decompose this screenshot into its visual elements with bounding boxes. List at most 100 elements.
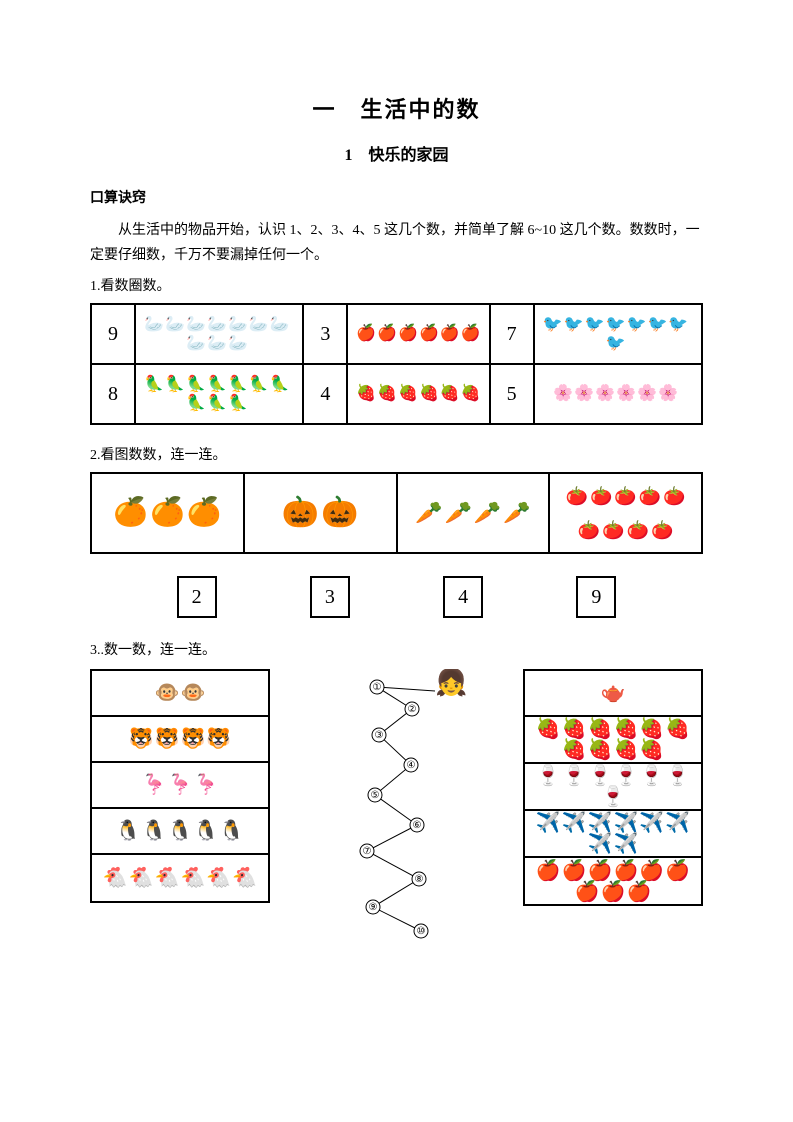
item-icon: 🐔 [232,868,257,888]
item-icon: 🐦 [668,316,688,334]
item-icon: 🦢 [165,316,185,334]
item-icon: 🍊 [113,488,148,538]
item-icon: 🍎 [419,325,439,343]
item-icon: 🦢 [186,316,206,334]
item-icon: 🍓 [614,719,639,739]
q1-label: 1.看数圈数。 [90,274,703,299]
q3-stack-row: ✈️✈️✈️✈️✈️✈️✈️✈️ [525,811,701,858]
q1-table: 9🦢🦢🦢🦢🦢🦢🦢🦢🦢🦢3🍎🍎🍎🍎🍎🍎7🐦🐦🐦🐦🐦🐦🐦🐦 8🦜🦜🦜🦜🦜🦜🦜🦜🦜🦜4… [90,303,703,425]
q2-item-cell: 🎃🎃 [245,474,398,552]
q1-number-cell: 9 [91,304,135,364]
item-icon: 🍓 [639,719,664,739]
item-icon: 🐵 [155,683,180,703]
item-icon: 🍅 [578,514,600,546]
item-icon: 🍷 [601,787,626,807]
item-icon: 🌸 [616,385,636,403]
item-icon: 🦢 [144,316,164,334]
item-icon: 🐧 [142,821,167,841]
item-icon: 🍅 [614,480,636,512]
item-icon: 🍅 [639,480,661,512]
item-icon: 🐯 [129,729,154,749]
item-icon: 🍅 [663,480,685,512]
q1-number-cell: 4 [303,364,347,424]
q1-icon-cell: 🍓🍓🍓🍓🍓🍓 [347,364,489,424]
q2-number-box: 4 [443,576,483,618]
path-number: ④ [406,760,415,771]
q2-label: 2.看图数数，连一连。 [90,443,703,468]
item-icon: 🍎 [626,882,651,902]
item-icon: 🐧 [219,821,244,841]
item-icon: 🐔 [129,868,154,888]
item-icon: 🦜 [165,376,185,394]
item-icon: 🎃 [282,486,319,540]
item-icon: ✈️ [665,813,690,833]
item-icon: ✈️ [614,834,639,854]
item-icon: 🍓 [614,740,639,760]
item-icon: 🍷 [536,766,561,786]
path-number: ② [407,704,416,715]
path-number: ⑥ [412,820,421,831]
item-icon: 🐦 [543,316,563,334]
q3-stack-row: 🍓🍓🍓🍓🍓🍓🍓🍓🍓🍓 [525,717,701,764]
item-icon: 🍓 [588,740,613,760]
q3-stack-row: 🍷🍷🍷🍷🍷🍷🍷 [525,764,701,811]
item-icon: 🐔 [103,868,128,888]
q1-icon-cell: 🦜🦜🦜🦜🦜🦜🦜🦜🦜🦜 [135,364,303,424]
item-icon: 🍓 [562,719,587,739]
path-number: ⑩ [416,926,425,937]
q3-left-column: 🐵🐵🐯🐯🐯🐯🦩🦩🦩🐧🐧🐧🐧🐧🐔🐔🐔🐔🐔🐔 [90,669,270,949]
q1-icon-cell: 🐦🐦🐦🐦🐦🐦🐦🐦 [534,304,702,364]
item-icon: 🍎 [356,325,376,343]
path-number: ③ [374,730,383,741]
item-icon: 🐔 [206,868,231,888]
item-icon: 🍎 [601,882,626,902]
item-icon: 🦜 [186,395,206,413]
item-icon: 🐧 [168,821,193,841]
item-icon: 🍓 [440,385,460,403]
item-icon: 🐯 [155,729,180,749]
item-icon: 🦢 [186,335,206,353]
item-icon: 🐧 [193,821,218,841]
item-icon: 🍓 [588,719,613,739]
q3-stack-row: 🫖 [525,671,701,717]
item-icon: 🍊 [187,488,222,538]
item-icon: 🐦 [564,316,584,334]
item-icon: ✈️ [614,813,639,833]
q1-number-cell: 3 [303,304,347,364]
item-icon: 🦢 [207,335,227,353]
q3-stack-row: 🐯🐯🐯🐯 [92,717,268,763]
q3-stack-row: 🦩🦩🦩 [92,763,268,809]
item-icon: 🦜 [186,376,206,394]
item-icon: 🦩 [168,775,193,795]
q3-container: 🐵🐵🐯🐯🐯🐯🦩🦩🦩🐧🐧🐧🐧🐧🐔🐔🐔🐔🐔🐔 👧①②③④⑤⑥⑦⑧⑨⑩ 🫖🍓🍓🍓🍓🍓🍓… [90,669,703,949]
girl-icon: 👧 [435,669,467,697]
item-icon: 🌸 [637,385,657,403]
path-number: ⑧ [414,874,423,885]
item-icon: 🐦 [585,316,605,334]
item-icon: ✈️ [562,813,587,833]
item-icon: 🍓 [398,385,418,403]
tips-heading: 口算诀窍 [90,186,703,211]
q2-item-cell: 🍅🍅🍅🍅🍅🍅🍅🍅🍅 [550,474,701,552]
item-icon: 🦜 [249,376,269,394]
item-icon: 🍓 [639,740,664,760]
item-icon: 🦩 [142,775,167,795]
item-icon: 🍅 [602,514,624,546]
item-icon: 🍷 [639,766,664,786]
item-icon: 🍓 [419,385,439,403]
item-icon: 🐯 [181,729,206,749]
item-icon: ✈️ [536,813,561,833]
item-icon: 🦢 [207,316,227,334]
q1-icon-cell: 🍎🍎🍎🍎🍎🍎 [347,304,489,364]
intro-paragraph: 从生活中的物品开始，认识 1、2、3、4、5 这几个数，并简单了解 6~10 这… [90,218,703,268]
item-icon: 🍅 [627,514,649,546]
item-icon: 🌸 [574,385,594,403]
item-icon: 🍅 [590,480,612,512]
item-icon: 🦩 [193,775,218,795]
item-icon: 🍎 [614,861,639,881]
item-icon: 🍎 [536,861,561,881]
item-icon: ✈️ [588,813,613,833]
item-icon: 🥕 [503,493,530,533]
q3-right-column: 🫖🍓🍓🍓🍓🍓🍓🍓🍓🍓🍓🍷🍷🍷🍷🍷🍷🍷✈️✈️✈️✈️✈️✈️✈️✈️🍎🍎🍎🍎🍎🍎… [523,669,703,949]
item-icon: 🍎 [562,861,587,881]
